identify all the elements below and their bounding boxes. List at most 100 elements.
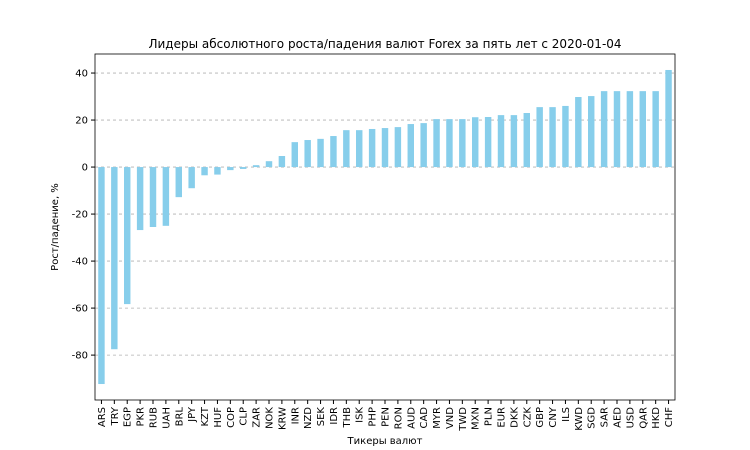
bar [136,167,144,231]
bar [600,91,608,168]
y-tick-label: -20 [72,210,88,221]
x-tick-label: NOK [265,407,276,429]
x-tick-label: AUD [406,407,417,429]
bar [497,115,505,168]
bar [111,167,118,350]
x-tick-label: CLP [239,407,250,426]
bar [626,91,634,168]
x-tick-label: MXN [471,407,482,430]
x-tick-label: MYR [432,407,443,429]
bar [317,138,324,168]
x-tick-label: ZAR [252,407,263,428]
bar [575,97,582,168]
x-tick-label: PEN [381,407,392,427]
y-tick-label: -60 [72,304,88,315]
bar [240,167,247,169]
x-axis-label: Тикеры валют [347,436,423,447]
x-tick-label: CNY [548,406,559,427]
x-tick-label: SGD [587,407,598,429]
bar [201,167,208,176]
bar [433,119,440,168]
x-tick-label: ILS [561,407,572,422]
bar [162,167,170,226]
bar [124,167,131,305]
x-tick-label: INR [290,407,301,424]
x-tick-label: PKR [136,407,147,427]
x-tick-label: IDR [329,407,340,425]
x-tick-label: ARS [97,407,108,427]
x-tick-label: SAR [600,407,611,427]
x-tick-label: GBP [535,407,546,428]
y-tick-label: -40 [72,257,88,268]
bar [356,130,363,168]
bar [149,167,157,227]
x-tick-label: CZK [522,407,533,428]
x-tick-label: BRL [174,407,185,427]
bar [278,156,286,168]
x-tick-label: DKK [509,407,520,428]
bar [291,142,298,168]
bar [214,167,221,175]
bar [536,107,543,168]
bar [459,119,466,168]
bar [394,127,402,168]
x-tick-label: KRW [277,407,288,430]
y-tick-label: -80 [72,351,88,362]
x-tick-label: RUB [149,407,160,428]
y-tick-label: 40 [75,69,88,80]
bar [330,136,337,168]
x-tick-label: HKD [651,407,662,429]
bar [368,128,376,168]
x-tick-label: CHF [664,407,675,428]
x-tick-label: TWD [458,407,469,432]
x-tick-label: JPY [187,406,198,423]
x-tick-label: NZD [303,407,314,429]
bar [252,165,260,168]
bar [175,167,182,198]
bar [613,91,621,168]
plot-frame [94,53,676,401]
bar [381,128,389,168]
x-tick-label: CAD [419,407,430,429]
bar [639,91,646,168]
bar [304,140,311,168]
x-tick-label: TRY [110,406,121,426]
bar [407,124,414,168]
x-tick-label: VND [445,407,456,429]
bar [484,116,492,168]
x-tick-label: PLN [484,407,495,426]
bar [562,105,569,168]
x-tick-label: RON [393,407,404,429]
x-tick-label: PHP [368,407,379,427]
y-tick-label: 0 [82,163,88,174]
x-tick-label: QAR [638,407,649,429]
y-axis-label: Рост/падение, % [50,183,61,271]
y-tick-label: 20 [75,116,88,127]
x-tick-label: ISK [355,407,366,423]
bar [472,117,479,168]
chart-title: Лидеры абсолютного роста/падения валют F… [148,37,621,51]
bar [420,123,427,168]
bar [98,167,105,385]
bar [265,161,273,168]
bar [227,167,234,171]
bar [652,91,659,168]
bar [446,119,453,168]
bar [510,115,518,168]
bar [665,69,672,168]
x-tick-label: KZT [200,406,211,426]
x-tick-label: KWD [574,407,585,431]
x-tick-label: HUF [213,407,224,428]
bar [588,96,595,168]
bar [523,112,530,168]
x-tick-label: EUR [497,407,508,428]
bar [343,130,350,168]
x-tick-label: EGP [123,407,134,427]
x-tick-label: COP [226,407,237,428]
bar [188,167,195,189]
x-tick-label: USD [625,407,636,429]
x-tick-label: SEK [316,407,327,427]
x-tick-label: THB [342,407,353,429]
bar [549,107,556,168]
